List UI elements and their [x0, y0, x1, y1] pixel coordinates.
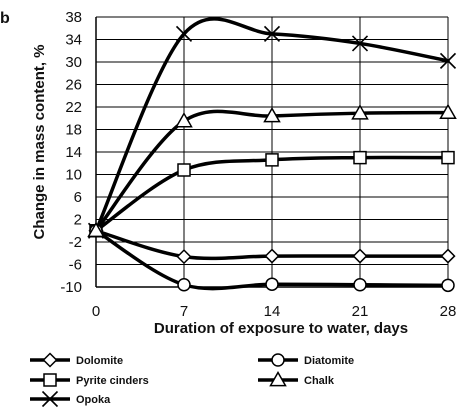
data-point-circle — [177, 278, 191, 292]
data-point-triangle — [175, 112, 193, 128]
y-tick-label: 6 — [74, 189, 82, 206]
data-point-diamond — [176, 249, 192, 265]
data-point-x — [175, 25, 193, 42]
y-tick-label: 10 — [65, 167, 82, 184]
y-tick-label: 14 — [65, 144, 82, 161]
legend-label: Pyrite cinders — [76, 375, 149, 387]
data-point-diamond — [264, 248, 280, 264]
series-markers — [87, 25, 457, 293]
y-tick-label: 18 — [65, 122, 82, 139]
data-point-triangle — [87, 221, 105, 238]
legend-marker-triangle — [269, 370, 287, 387]
x-tick-label: 7 — [180, 303, 188, 320]
legend-label: Dolomite — [76, 355, 123, 367]
y-tick-label: 38 — [65, 9, 82, 26]
data-point-square — [265, 153, 279, 167]
data-point-circle — [265, 277, 279, 291]
data-point-x — [439, 52, 457, 69]
data-point-square — [441, 150, 455, 165]
data-point-square — [177, 163, 191, 177]
x-tick-label: 28 — [440, 303, 457, 320]
y-tick-label: -10 — [60, 279, 82, 296]
legend-label: Chalk — [304, 375, 335, 387]
panel-label: b — [0, 10, 10, 27]
series-line-x — [94, 17, 450, 233]
x-tick-label: 21 — [352, 303, 369, 320]
y-tick-label: -6 — [69, 257, 82, 274]
data-point-square — [353, 150, 367, 165]
legend-label: Opoka — [76, 394, 111, 406]
data-point-triangle — [263, 106, 281, 123]
data-point-circle — [441, 278, 455, 293]
legend-marker-x — [41, 390, 59, 408]
data-point-triangle — [439, 103, 457, 119]
y-axis-label: Change in mass content, % — [31, 44, 48, 239]
data-point-diamond — [352, 248, 368, 264]
legend-marker-diamond — [42, 352, 58, 368]
y-tick-label: 34 — [65, 32, 82, 49]
y-tick-label: 22 — [65, 99, 82, 116]
y-tick-label: 30 — [65, 54, 82, 71]
data-point-x — [263, 25, 281, 42]
legend-item: Chalk — [258, 370, 335, 387]
legend-item: Diatomite — [258, 353, 354, 367]
legend: Dolomite Pyrite cinders Opoka Diatomite Chal… — [30, 352, 354, 408]
data-point-triangle — [351, 104, 369, 120]
legend-marker-circle — [271, 353, 285, 367]
legend-marker-square — [43, 373, 57, 387]
y-tick-label: -2 — [69, 234, 82, 251]
x-tick-label: 0 — [92, 303, 100, 320]
y-tick-label: 2 — [74, 212, 82, 229]
y-tick-label: 26 — [65, 77, 82, 94]
data-point-circle — [353, 278, 367, 292]
data-point-diamond — [440, 248, 456, 264]
x-tick-label: 14 — [264, 303, 281, 320]
legend-label: Diatomite — [304, 355, 354, 367]
x-axis-label: Duration of exposure to water, days — [154, 320, 408, 337]
legend-item: Dolomite — [30, 352, 123, 368]
data-point-x — [351, 35, 369, 52]
legend-item: Opoka — [30, 390, 111, 408]
legend-item: Pyrite cinders — [30, 373, 149, 387]
